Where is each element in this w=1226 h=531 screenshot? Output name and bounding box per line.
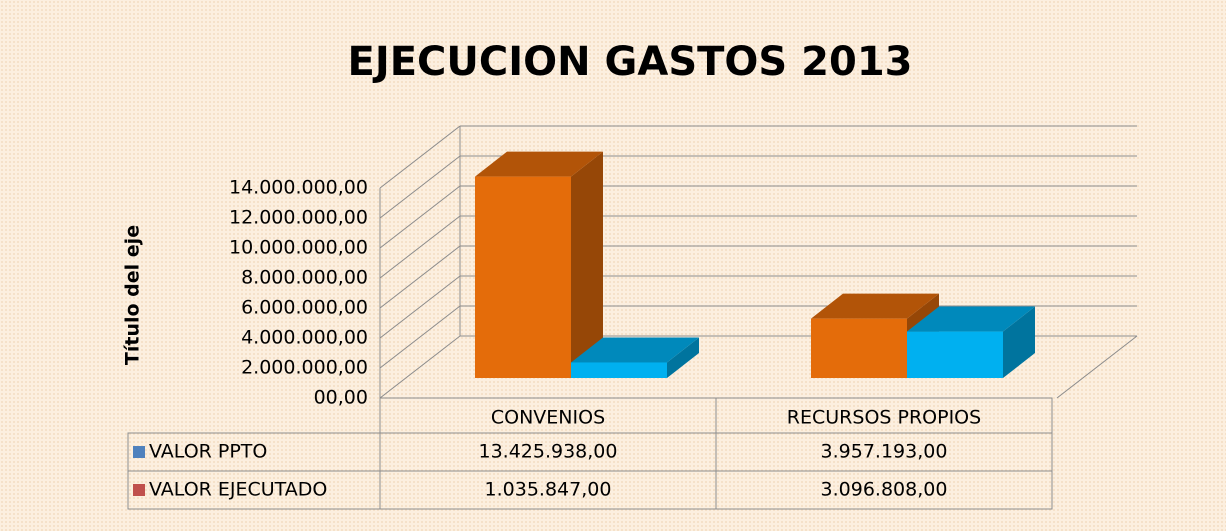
bar-side (667, 337, 699, 378)
y-tick-label: 8.000.000,00 (241, 267, 368, 289)
grid-line (379, 335, 461, 399)
grid-line (379, 185, 461, 249)
y-tick-label: 12.000.000,00 (229, 207, 368, 229)
x-tick-label: CONVENIOS (491, 407, 605, 429)
y-tick-label: 14.000.000,00 (229, 177, 368, 199)
y-tick-label: 00,00 (314, 387, 368, 409)
bar (571, 337, 699, 378)
bar-top (907, 306, 1035, 332)
grid-line (379, 125, 461, 189)
table-value: 1.035.847,00 (485, 479, 612, 501)
table-value: 13.425.938,00 (478, 441, 617, 463)
bar-front (571, 362, 667, 378)
table-value: 3.096.808,00 (821, 479, 948, 501)
bar-top (475, 151, 603, 177)
chart-title: EJECUCION GASTOS 2013 (348, 39, 913, 85)
bar-side (1003, 306, 1035, 378)
table-row (127, 470, 1053, 510)
table-value: 3.957.193,00 (821, 441, 948, 463)
legend-label: VALOR PPTO (149, 441, 267, 463)
grid-line (379, 275, 461, 339)
y-tick-label: 4.000.000,00 (241, 327, 368, 349)
bar (907, 306, 1035, 378)
bar-front (811, 318, 907, 378)
bar-front (907, 331, 1003, 378)
bar (475, 151, 603, 378)
grid-line (379, 245, 461, 309)
bar-top (811, 293, 939, 319)
grid-line (379, 215, 461, 279)
bar-top (571, 337, 699, 363)
grid-line (379, 305, 461, 369)
legend-key (133, 446, 145, 458)
y-axis-label: Título del eje (122, 225, 144, 365)
grid-line (379, 155, 461, 219)
floor-edge (1056, 335, 1138, 399)
legend-label: VALOR EJECUTADO (149, 479, 327, 501)
y-tick-label: 6.000.000,00 (241, 297, 368, 319)
y-tick-label: 2.000.000,00 (241, 357, 368, 379)
y-tick-label: 10.000.000,00 (229, 237, 368, 259)
bar-front (475, 176, 571, 378)
bar-side (571, 151, 603, 378)
legend-key (133, 484, 145, 496)
x-tick-label: RECURSOS PROPIOS (787, 407, 981, 429)
